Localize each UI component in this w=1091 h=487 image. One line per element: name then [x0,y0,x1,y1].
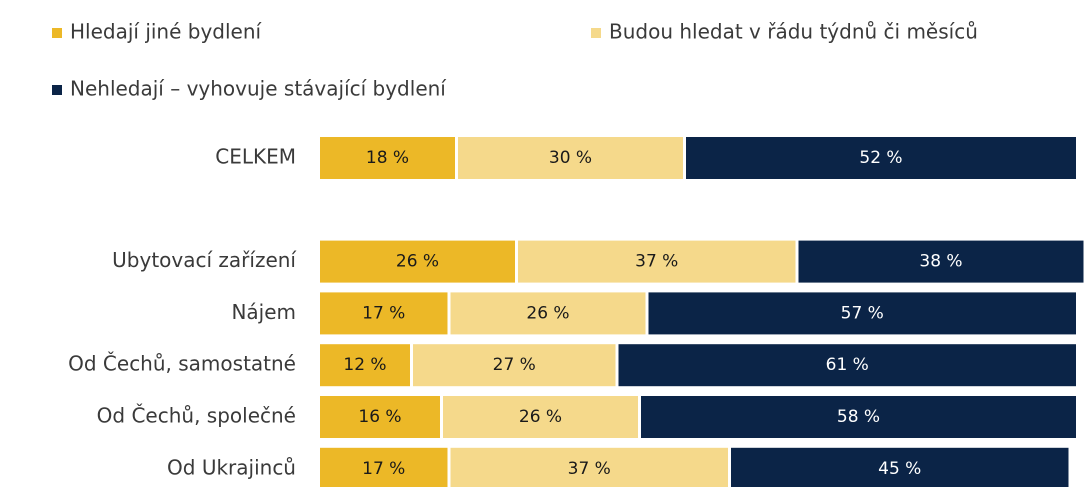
value-label: 45 % [878,459,921,479]
bar-segment [731,447,1069,487]
bar-segment [518,240,796,283]
category-label: CELKEM [215,145,296,169]
value-label: 38 % [919,252,962,272]
legend-label: Budou hledat v řádu týdnů či měsíců [609,20,978,44]
bar-segment [458,137,683,179]
value-label: 30 % [549,148,592,168]
value-label: 12 % [343,355,386,375]
bar-segment [320,292,448,335]
category-label: Od Čechů, společné [97,404,296,428]
category-label: Ubytovací zařízení [112,248,297,272]
category-label: Nájem [231,300,296,324]
bar-segment [320,396,440,438]
legend-swatch [52,85,62,95]
value-label: 58 % [837,407,880,427]
bar-segment [798,240,1084,283]
category-label: Od Ukrajinců [167,455,296,479]
bar-segment [648,292,1076,335]
bar-segment [450,292,646,335]
legend-label: Hledají jiné bydlení [70,20,263,44]
bar-segment [320,137,455,179]
value-label: 61 % [826,355,869,375]
category-label: Od Čechů, samostatné [68,352,296,376]
value-label: 26 % [526,303,569,323]
bar-segment [618,344,1076,387]
bar-segment [641,396,1076,438]
value-label: 57 % [841,303,884,323]
value-label: 27 % [493,355,536,375]
legend-swatch [52,28,62,38]
bar-segment [320,447,448,487]
legend-swatch [591,28,601,38]
value-label: 17 % [362,459,405,479]
value-label: 18 % [366,148,409,168]
value-label: 37 % [635,252,678,272]
bar-segment [450,447,728,487]
value-label: 17 % [362,303,405,323]
legend-label: Nehledají – vyhovuje stávající bydlení [70,77,447,101]
bar-segment [320,240,515,283]
value-label: 37 % [568,459,611,479]
value-label: 16 % [358,407,401,427]
value-label: 52 % [859,148,902,168]
value-label: 26 % [519,407,562,427]
bar-segment [686,137,1076,179]
bar-segment [413,344,616,387]
bar-segment [320,344,410,387]
value-label: 26 % [396,252,439,272]
bar-segment [443,396,638,438]
